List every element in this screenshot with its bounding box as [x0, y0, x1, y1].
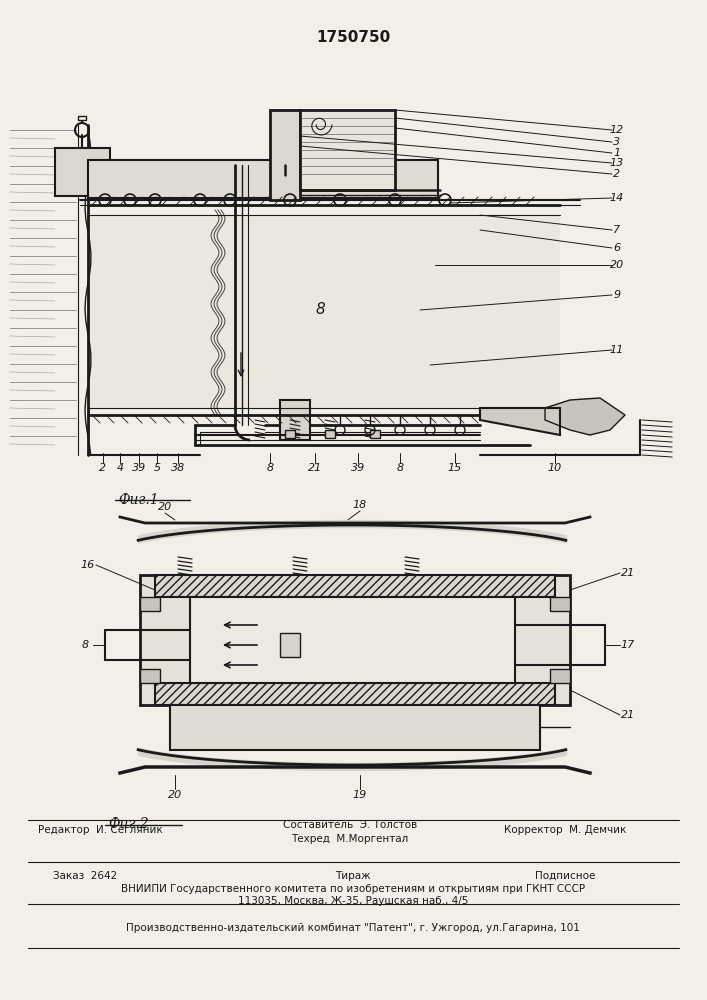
- Text: 6: 6: [614, 243, 621, 253]
- Bar: [280, 633, 300, 657]
- Bar: [55, 148, 110, 196]
- Text: 8: 8: [81, 640, 88, 650]
- Text: 2: 2: [614, 169, 621, 179]
- Bar: [325, 430, 335, 438]
- Polygon shape: [140, 669, 160, 683]
- Text: 14: 14: [610, 193, 624, 203]
- Text: Производственно-издательский комбинат "Патент", г. Ужгород, ул.Гагарина, 101: Производственно-издательский комбинат "П…: [126, 923, 580, 933]
- Text: 12: 12: [610, 125, 624, 135]
- Text: Техред  М.Моргентал: Техред М.Моргентал: [291, 834, 409, 844]
- Bar: [155, 683, 555, 705]
- Polygon shape: [545, 398, 625, 435]
- Text: 8: 8: [315, 302, 325, 318]
- Text: 8: 8: [267, 463, 274, 473]
- Text: 3: 3: [614, 137, 621, 147]
- Bar: [78, 116, 86, 120]
- Text: 10: 10: [548, 463, 562, 473]
- Bar: [270, 110, 300, 200]
- Text: 15: 15: [448, 463, 462, 473]
- Text: 2: 2: [100, 463, 107, 473]
- Text: 5: 5: [153, 463, 160, 473]
- Text: 1: 1: [614, 148, 621, 158]
- Text: 9: 9: [614, 290, 621, 300]
- Text: 20: 20: [168, 790, 182, 800]
- Text: 4: 4: [117, 463, 124, 473]
- Text: Заказ  2642: Заказ 2642: [53, 871, 117, 881]
- Bar: [88, 160, 438, 198]
- Text: 17: 17: [621, 640, 635, 650]
- Text: 38: 38: [171, 463, 185, 473]
- Text: 21: 21: [621, 568, 635, 578]
- Bar: [300, 110, 395, 190]
- Text: 39: 39: [351, 463, 365, 473]
- Text: Корректор  М. Демчик: Корректор М. Демчик: [504, 825, 626, 835]
- Bar: [285, 430, 295, 438]
- Text: Подписное: Подписное: [534, 871, 595, 881]
- Bar: [155, 683, 555, 705]
- Polygon shape: [480, 408, 560, 435]
- Polygon shape: [550, 597, 570, 611]
- Text: 8: 8: [397, 463, 404, 473]
- Bar: [140, 575, 570, 705]
- Text: 39: 39: [132, 463, 146, 473]
- Text: Составитель  Э. Толстов: Составитель Э. Толстов: [283, 820, 417, 830]
- Text: 21: 21: [621, 710, 635, 720]
- Bar: [280, 400, 310, 440]
- Text: 20: 20: [610, 260, 624, 270]
- Bar: [155, 575, 555, 597]
- Text: 19: 19: [353, 790, 367, 800]
- Polygon shape: [550, 669, 570, 683]
- Bar: [370, 430, 380, 438]
- Text: 16: 16: [81, 560, 95, 570]
- Text: 113035, Москва, Ж-35, Раушская наб., 4/5: 113035, Москва, Ж-35, Раушская наб., 4/5: [238, 896, 468, 906]
- Text: Тираж: Тираж: [335, 871, 370, 881]
- Text: 18: 18: [353, 500, 367, 510]
- Polygon shape: [140, 597, 160, 611]
- Text: 21: 21: [308, 463, 322, 473]
- Bar: [155, 575, 555, 597]
- Bar: [170, 705, 540, 750]
- Text: 20: 20: [158, 502, 172, 512]
- Text: Фиг.1: Фиг.1: [118, 493, 158, 507]
- Text: Фиг.2: Фиг.2: [108, 817, 148, 831]
- Bar: [88, 215, 560, 408]
- Bar: [190, 597, 515, 683]
- Text: 13: 13: [610, 158, 624, 168]
- Text: 1750750: 1750750: [316, 30, 390, 45]
- Text: ВНИИПИ Государственного комитета по изобретениям и открытиям при ГКНТ СССР: ВНИИПИ Государственного комитета по изоб…: [121, 884, 585, 894]
- Text: 7: 7: [614, 225, 621, 235]
- Text: 11: 11: [610, 345, 624, 355]
- Text: Редактор  И. Сегляник: Редактор И. Сегляник: [37, 825, 163, 835]
